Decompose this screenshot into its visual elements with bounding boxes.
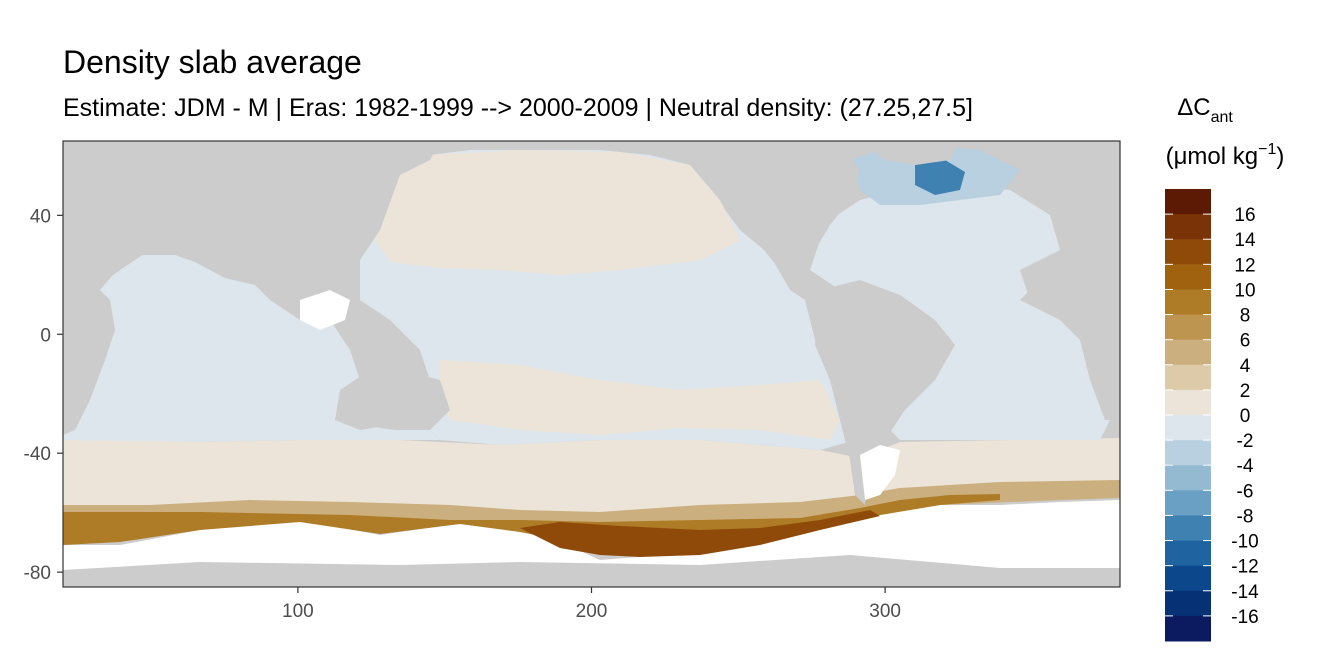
legend-break-label: 8 (1240, 306, 1251, 327)
legend-color-step (1165, 440, 1211, 466)
legend-break-label: 4 (1240, 356, 1251, 377)
legend-break-label: 10 (1234, 280, 1255, 301)
legend-unit-exp: −1 (1258, 141, 1276, 158)
x-tick-label: 200 (576, 601, 608, 622)
legend-color-step (1165, 389, 1211, 416)
legend-break-label: 12 (1234, 255, 1255, 276)
legend-color-step (1165, 239, 1211, 265)
labrador-sea (915, 160, 965, 195)
greenland (860, 141, 960, 165)
legend-color-step (1165, 490, 1211, 516)
legend-title-unit: (μmol kg−1) (1166, 141, 1285, 170)
legend-unit-suffix: ) (1276, 143, 1284, 170)
legend-labels: 16 14 12 10 8 6 4 2 0 -2 -4 -6 -8 -10 -12 -14 -16 (1231, 205, 1259, 628)
legend-break-label: -12 (1231, 557, 1258, 578)
asia (63, 141, 440, 290)
y-tick-label: 0 (40, 325, 51, 346)
y-tick-label: -80 (24, 563, 51, 584)
legend-break-label: -2 (1237, 431, 1254, 452)
legend-color-step (1165, 465, 1211, 491)
indonesia-no-data (300, 290, 350, 330)
southern-ocean-max (63, 494, 1000, 550)
x-tick-label: 100 (282, 601, 314, 622)
legend-break-label: 16 (1234, 205, 1255, 226)
australia (340, 370, 450, 430)
legend-color-step (1165, 289, 1211, 316)
legend-break-label: 14 (1234, 230, 1256, 251)
legend-title-delta: ΔC (1177, 94, 1210, 121)
legend-color-step (1165, 415, 1211, 441)
europe (1040, 141, 1120, 250)
legend-break-label: -4 (1237, 456, 1254, 477)
ross-sea-peak (520, 510, 880, 557)
legend-break-label: -6 (1237, 481, 1254, 502)
legend: ΔCant (μmol kg−1) 16 14 12 10 8 6 4 2 0 -2 -4 -6 -8 -… (1165, 94, 1284, 642)
legend-break-label: -10 (1231, 532, 1258, 553)
legend-title-sub: ant (1211, 109, 1234, 126)
legend-break-label: -8 (1237, 506, 1254, 527)
x-axis: 100 200 300 (282, 587, 901, 622)
y-tick-label: -40 (24, 444, 51, 465)
north-pacific-high (375, 150, 740, 275)
africa-west (63, 285, 115, 435)
legend-colorbar (1165, 189, 1211, 642)
legend-break-label: 0 (1240, 406, 1251, 427)
legend-color-step (1165, 515, 1211, 542)
legend-color-step (1165, 364, 1211, 391)
chart-title: Density slab average (63, 44, 362, 80)
legend-break-label: -14 (1231, 582, 1259, 603)
legend-color-step (1165, 540, 1211, 567)
legend-color-step (1165, 565, 1211, 592)
legend-color-step (1165, 590, 1211, 617)
legend-color-step (1165, 615, 1211, 642)
legend-color-step (1165, 264, 1211, 290)
legend-break-label: 6 (1240, 331, 1251, 352)
legend-title-main: ΔCant (1177, 94, 1233, 126)
south-pacific-high (440, 360, 840, 440)
legend-color-step (1165, 189, 1211, 215)
patagonia-shelf-no-data (860, 445, 900, 500)
antarctica-land (63, 555, 1120, 587)
north-america (700, 145, 860, 275)
legend-color-step (1165, 214, 1211, 240)
legend-break-label: 2 (1240, 381, 1251, 402)
south-america (815, 280, 955, 505)
legend-break-label: -16 (1231, 607, 1258, 628)
x-tick-label: 300 (869, 601, 901, 622)
y-axis: 40 0 -40 -80 (24, 206, 63, 584)
southern-ocean-high (63, 480, 1120, 545)
chart-subtitle: Estimate: JDM - M | Eras: 1982-1999 --> … (63, 94, 973, 122)
legend-color-step (1165, 339, 1211, 366)
map-panel (63, 141, 1120, 587)
legend-color-step (1165, 314, 1211, 341)
indian-ocean (63, 255, 440, 442)
legend-unit-prefix: (μmol kg (1166, 143, 1259, 170)
y-tick-label: 40 (30, 206, 51, 227)
africa (1020, 250, 1120, 420)
